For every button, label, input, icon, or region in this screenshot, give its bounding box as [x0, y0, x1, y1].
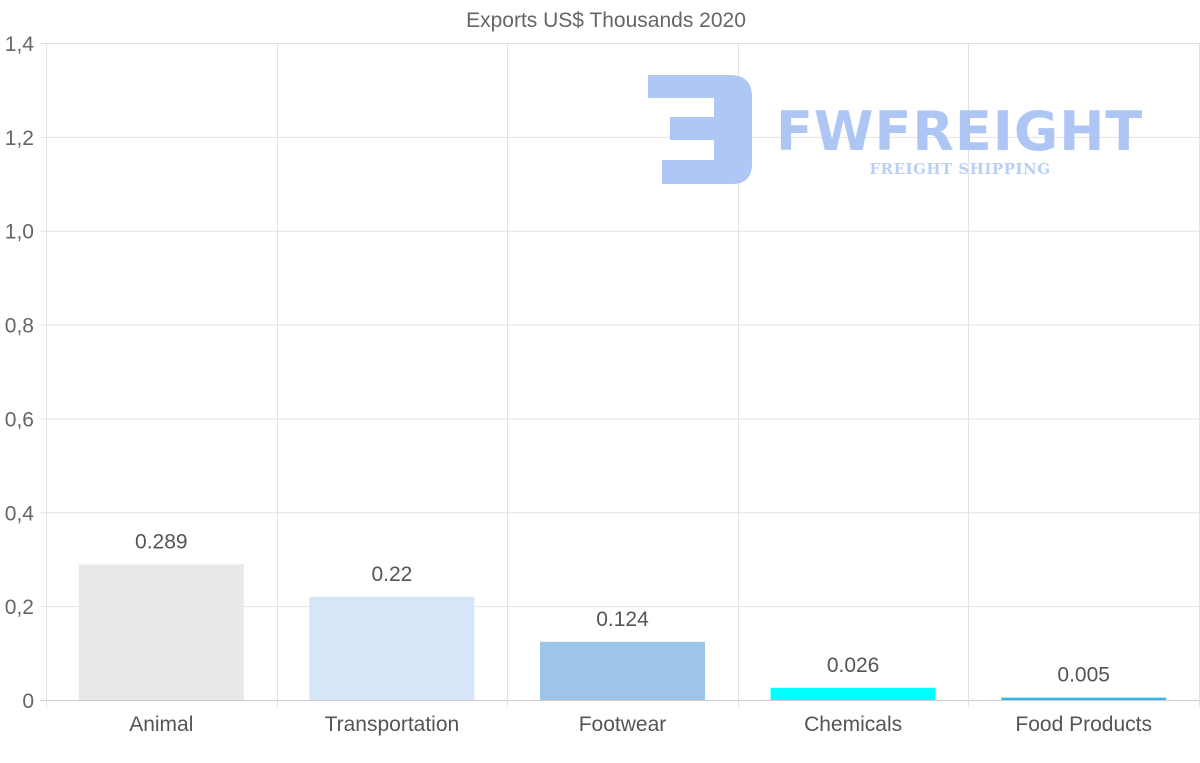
- y-axis-ticks: 0 0,2 0,4 0,6 0,8 1,0 1,2 1,4: [5, 33, 35, 713]
- data-labels: 0.289 0.22 0.124 0.026 0.005: [135, 530, 1110, 686]
- data-label: 0.289: [135, 530, 188, 553]
- data-label: 0.22: [371, 563, 412, 586]
- y-tick-label: 1,0: [5, 221, 34, 244]
- bar[interactable]: [540, 641, 705, 700]
- fwfreight-watermark: FWFREIGHT FREIGHT SHIPPING: [648, 75, 1143, 184]
- x-axis-ticks: Animal Transportation Footwear Chemicals Foo…: [129, 713, 1152, 736]
- bar[interactable]: [1001, 697, 1167, 700]
- x-tick-label: Food Products: [1015, 713, 1152, 736]
- data-label: 0.005: [1057, 664, 1110, 687]
- y-tick-label: 0,2: [5, 596, 34, 619]
- data-label: 0.026: [827, 654, 880, 677]
- y-tick-label: 0,8: [5, 315, 34, 338]
- y-tick-label: 0: [22, 690, 34, 713]
- bar[interactable]: [309, 596, 475, 700]
- x-tick-label: Transportation: [325, 713, 460, 736]
- x-tick-label: Chemicals: [804, 713, 902, 736]
- x-tick-label: Animal: [129, 713, 193, 736]
- bar[interactable]: [78, 564, 244, 700]
- data-label: 0.124: [596, 608, 649, 631]
- y-tick-label: 1,2: [5, 127, 34, 150]
- fwfreight-logo-icon: [648, 75, 752, 184]
- watermark-tagline: FREIGHT SHIPPING: [869, 160, 1050, 178]
- bars: [78, 564, 1167, 700]
- bar[interactable]: [770, 687, 936, 700]
- y-tick-label: 0,6: [5, 408, 34, 431]
- y-tick-label: 0,4: [5, 502, 35, 525]
- x-tick-label: Footwear: [579, 713, 667, 736]
- watermark-name: FWFREIGHT: [776, 100, 1143, 163]
- chart-title: Exports US$ Thousands 2020: [466, 9, 746, 32]
- y-tick-label: 1,4: [5, 33, 35, 56]
